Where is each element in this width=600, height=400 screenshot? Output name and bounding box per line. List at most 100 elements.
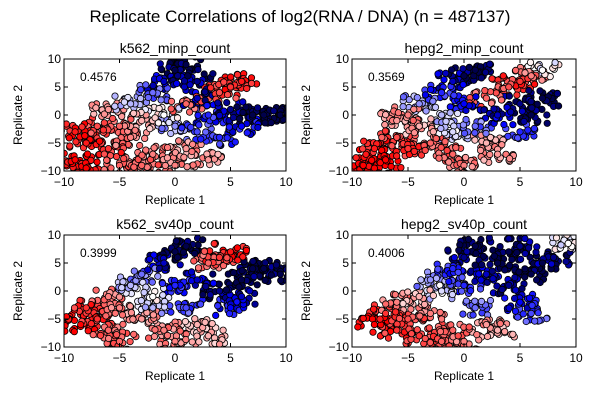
correlation-annotation: 0.4006: [368, 246, 405, 260]
data-point: [159, 291, 167, 299]
subplot-title: k562_sv40p_count: [116, 216, 234, 232]
data-point: [171, 122, 179, 130]
data-point: [497, 96, 506, 104]
data-point: [100, 110, 109, 118]
data-point: [388, 142, 396, 150]
data-point: [82, 304, 90, 312]
data-point: [289, 263, 295, 269]
data-point: [176, 261, 184, 269]
data-point: [426, 286, 434, 294]
data-point: [427, 115, 435, 123]
data-point: [243, 129, 251, 137]
data-point: [100, 150, 108, 158]
data-point: [204, 332, 212, 340]
data-point: [201, 318, 209, 326]
data-point: [204, 259, 212, 267]
data-point: [86, 173, 92, 179]
data-point: [417, 276, 425, 284]
data-point: [190, 257, 198, 265]
data-point: [131, 126, 139, 134]
y-tick-label: −10: [41, 164, 62, 178]
data-point: [260, 111, 268, 119]
data-point: [220, 78, 228, 86]
data-point: [229, 128, 237, 136]
data-point: [445, 158, 453, 166]
data-point: [83, 172, 89, 178]
data-point: [501, 327, 509, 336]
data-point: [231, 138, 239, 146]
data-point: [490, 105, 498, 113]
data-point: [242, 103, 250, 111]
data-point: [509, 121, 517, 129]
data-point: [493, 111, 502, 119]
data-point: [167, 129, 175, 138]
data-point: [362, 150, 370, 158]
data-point: [249, 264, 257, 273]
data-point: [528, 104, 536, 112]
data-point: [452, 144, 460, 152]
data-point: [167, 308, 175, 316]
data-point: [437, 315, 446, 323]
data-point: [381, 111, 390, 119]
data-point: [462, 297, 471, 305]
data-point: [493, 150, 502, 158]
data-point: [84, 327, 92, 335]
data-point: [482, 129, 490, 137]
data-point: [104, 145, 113, 153]
data-point: [369, 305, 378, 313]
data-point: [102, 312, 110, 320]
data-point: [56, 125, 62, 131]
data-point: [513, 91, 521, 99]
data-point: [239, 253, 247, 261]
data-point: [158, 279, 167, 287]
data-point: [393, 133, 401, 141]
subplot-title: k562_minp_count: [120, 40, 231, 56]
data-point: [261, 119, 269, 127]
data-point: [471, 304, 479, 312]
data-point: [160, 111, 168, 119]
data-point: [477, 74, 485, 82]
scatter-points: [354, 235, 576, 347]
data-point: [553, 90, 562, 98]
data-point: [180, 77, 188, 85]
data-point: [182, 335, 190, 344]
correlation-annotation: 0.4576: [80, 70, 117, 84]
data-point: [130, 163, 138, 171]
data-point: [194, 264, 203, 272]
x-tick-label: 10: [569, 175, 583, 189]
data-point: [154, 161, 162, 169]
data-point: [399, 299, 407, 308]
data-point: [370, 145, 378, 153]
data-point: [449, 128, 457, 136]
data-point: [471, 136, 479, 144]
data-point: [486, 88, 495, 96]
data-point: [449, 77, 457, 86]
data-point: [103, 156, 111, 164]
data-point: [209, 270, 217, 278]
data-point: [249, 111, 257, 119]
data-point: [226, 248, 235, 256]
data-point: [381, 329, 389, 337]
data-point: [234, 256, 242, 264]
x-tick-label: −10: [54, 175, 75, 189]
data-point: [189, 140, 197, 148]
data-point: [369, 328, 377, 336]
data-point: [203, 101, 211, 110]
data-point: [191, 249, 199, 258]
data-point: [138, 117, 146, 125]
data-point: [476, 146, 485, 154]
data-point: [141, 134, 149, 142]
data-point: [171, 248, 179, 256]
data-point: [524, 126, 532, 134]
data-point: [238, 267, 246, 275]
data-point: [378, 133, 386, 141]
data-point: [191, 315, 199, 323]
data-point: [434, 265, 442, 273]
data-point: [483, 332, 492, 341]
data-point: [166, 168, 174, 171]
data-point: [504, 132, 512, 140]
data-point: [91, 172, 97, 178]
data-point: [203, 150, 211, 158]
data-point: [538, 105, 546, 114]
x-axis-label: Replicate 1: [434, 369, 494, 383]
